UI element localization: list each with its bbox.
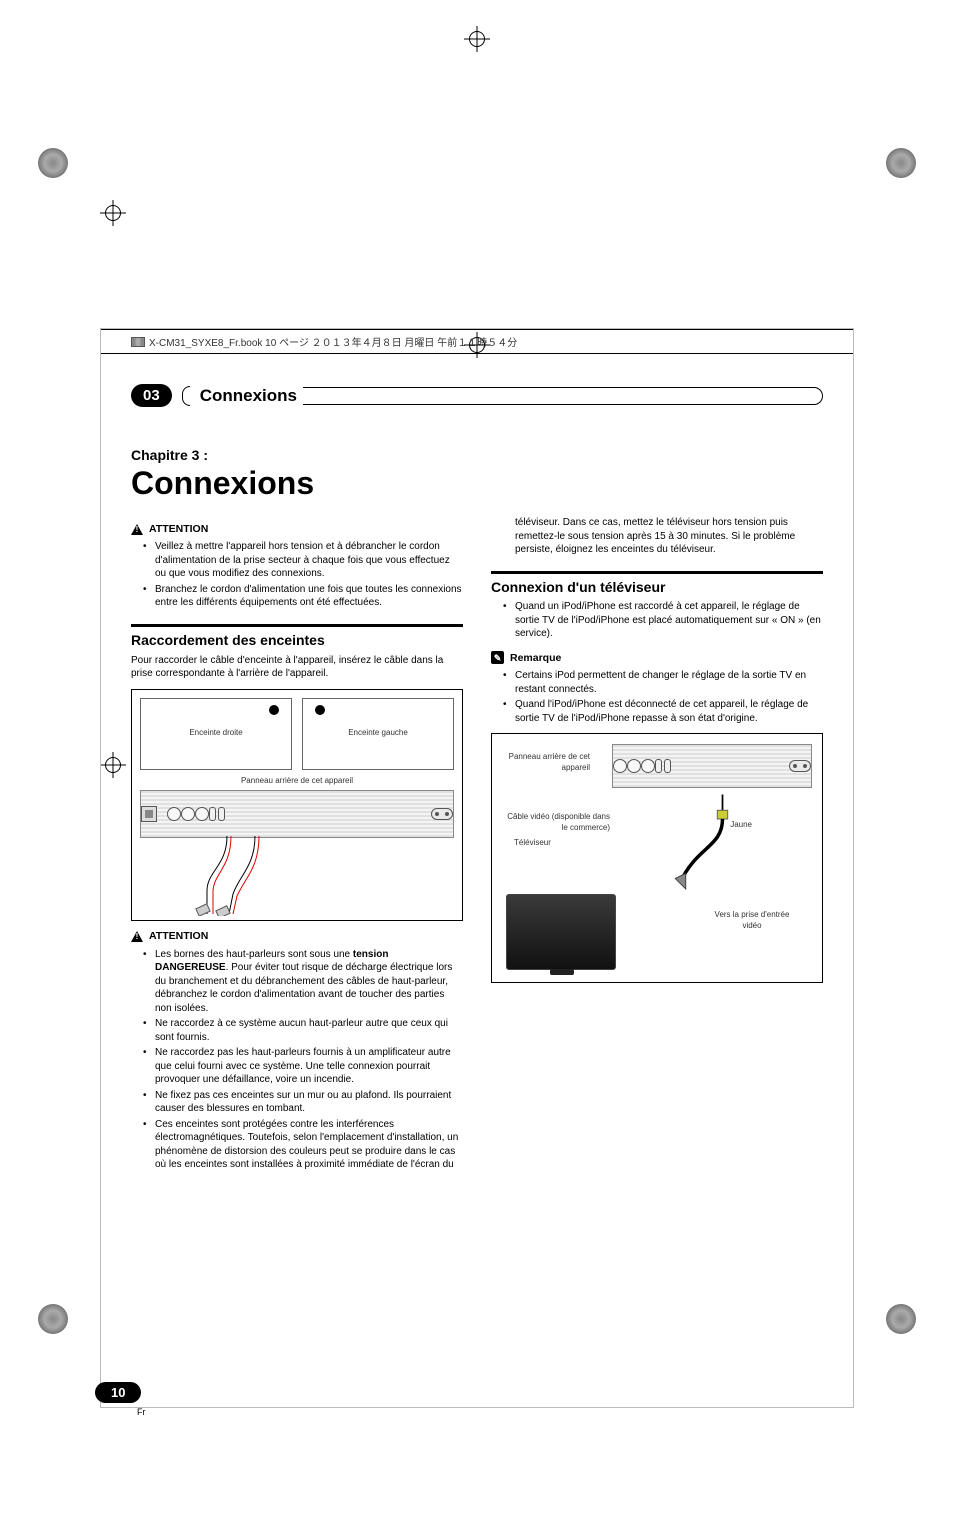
port-icon <box>627 759 641 773</box>
section-heading-speakers: Raccordement des enceintes <box>131 631 463 650</box>
section-rule <box>491 571 823 574</box>
registration-mark-icon <box>100 200 126 226</box>
chapter-number-pill: 03 <box>131 384 172 407</box>
print-ornament <box>886 1304 916 1334</box>
list-item: Quand l'iPod/iPhone est déconnecté de ce… <box>515 698 823 725</box>
speaker-right: Enceinte droite <box>140 698 292 770</box>
print-header: X-CM31_SYXE8_Fr.book 10 ページ ２０１３年４月８日 月曜… <box>101 329 853 354</box>
rear-panel-label: Panneau arrière de cet appareil <box>140 776 454 787</box>
video-cable-svg <box>670 792 740 902</box>
warning-icon <box>131 524 143 535</box>
list-item: Ne fixez pas ces enceintes sur un mur ou… <box>155 1089 463 1116</box>
port-icon <box>181 807 195 821</box>
list-item: Ne raccordez à ce système aucun haut-par… <box>155 1017 463 1044</box>
speaker-terminal-icon <box>315 705 325 715</box>
speaker-terminal-icon <box>269 705 279 715</box>
port-icon <box>209 807 225 821</box>
list-item: Ne raccordez pas les haut-parleurs fourn… <box>155 1046 463 1087</box>
ac-port-icon <box>431 808 453 820</box>
note-list: Certains iPod permettent de changer le r… <box>491 669 823 725</box>
note-heading: ✎ Remarque <box>491 651 823 665</box>
registration-mark-icon <box>464 26 490 52</box>
print-ornament <box>38 148 68 178</box>
note-icon: ✎ <box>491 651 504 664</box>
note-label: Remarque <box>510 651 561 665</box>
carryover-paragraph: téléviseur. Dans ce cas, mettez le télév… <box>491 516 823 557</box>
tv-bullet-list: Quand un iPod/iPhone est raccordé à cet … <box>491 600 823 641</box>
attention-label: ATTENTION <box>149 929 208 943</box>
port-icon <box>655 759 671 773</box>
speaker-left-label: Enceinte gauche <box>348 728 408 739</box>
port-icon <box>141 806 157 822</box>
to-input-label: Vers la prise d'entrée vidéo <box>712 910 792 932</box>
list-item: Branchez le cordon d'alimentation une fo… <box>155 583 463 610</box>
port-icon <box>167 807 181 821</box>
tv-unit-rear-panel <box>612 744 812 788</box>
left-column: ATTENTION Veillez à mettre l'appareil ho… <box>131 514 463 1174</box>
list-item: Ces enceintes sont protégées contre les … <box>155 1118 463 1172</box>
list-item: Veillez à mettre l'appareil hors tension… <box>155 540 463 581</box>
port-icon <box>613 759 627 773</box>
tv-label: Téléviseur <box>514 838 551 849</box>
page-frame: X-CM31_SYXE8_Fr.book 10 ページ ２０１３年４月８日 月曜… <box>100 328 854 1408</box>
language-code: Fr <box>137 1407 146 1417</box>
page-number: 10 <box>95 1382 141 1403</box>
speaker-right-label: Enceinte droite <box>189 728 242 739</box>
section-intro: Pour raccorder le câble d'enceinte à l'a… <box>131 654 463 681</box>
chapter-label: Chapitre 3 : <box>131 447 823 463</box>
attention-label: ATTENTION <box>149 522 208 536</box>
tv-diagram: Panneau arrière de cet appareil Câble vi… <box>491 733 823 983</box>
port-icon <box>641 759 655 773</box>
wires-svg <box>140 836 454 916</box>
attention-list-top: Veillez à mettre l'appareil hors tension… <box>131 540 463 610</box>
speaker-wires <box>140 836 454 916</box>
page-title: Connexions <box>131 465 823 502</box>
ac-port-icon <box>789 760 811 772</box>
text: Les bornes des haut-parleurs sont sous u… <box>155 949 353 960</box>
speaker-diagram: Enceinte droite Enceinte gauche Panneau … <box>131 689 463 922</box>
print-ornament <box>38 1304 68 1334</box>
chapter-arc <box>303 387 823 405</box>
tv-rear-label: Panneau arrière de cet appareil <box>500 752 590 774</box>
section-rule <box>131 624 463 627</box>
print-header-text: X-CM31_SYXE8_Fr.book 10 ページ ２０１３年４月８日 月曜… <box>149 334 517 349</box>
list-item: Les bornes des haut-parleurs sont sous u… <box>155 948 463 1016</box>
speaker-left: Enceinte gauche <box>302 698 454 770</box>
attention-list-left: Les bornes des haut-parleurs sont sous u… <box>131 948 463 1172</box>
content-columns: ATTENTION Veillez à mettre l'appareil ho… <box>131 514 823 1174</box>
list-item: Quand un iPod/iPhone est raccordé à cet … <box>515 600 823 641</box>
chapter-bar: 03 Connexions <box>131 384 823 407</box>
book-icon <box>131 337 145 347</box>
warning-icon <box>131 931 143 942</box>
unit-rear-panel <box>140 790 454 838</box>
list-item: Certains iPod permettent de changer le r… <box>515 669 823 696</box>
section-heading-tv: Connexion d'un téléviseur <box>491 578 823 597</box>
bracket-icon <box>182 386 190 406</box>
attention-heading: ATTENTION <box>131 522 463 536</box>
tv-set-icon <box>506 894 616 970</box>
print-ornament <box>886 148 916 178</box>
right-column: téléviseur. Dans ce cas, mettez le télév… <box>491 514 823 1174</box>
port-icon <box>195 807 209 821</box>
chapter-header-title: Connexions <box>200 386 297 406</box>
attention-heading: ATTENTION <box>131 929 463 943</box>
cable-label: Câble vidéo (disponible dans le commerce… <box>500 812 610 834</box>
